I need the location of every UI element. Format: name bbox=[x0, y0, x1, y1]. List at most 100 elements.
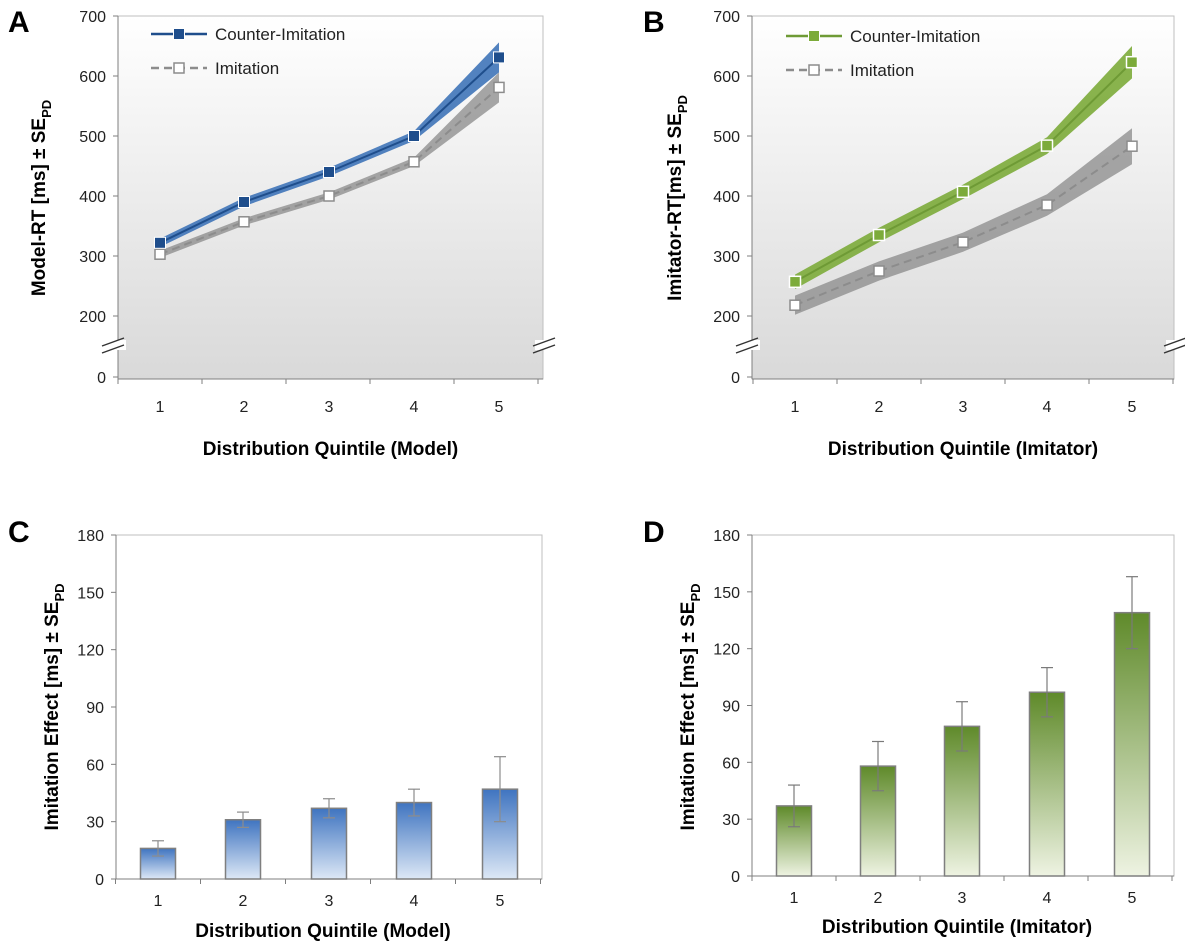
y-tick-label: 200 bbox=[713, 309, 740, 326]
data-point-counter-imitation bbox=[238, 196, 250, 208]
y-tick-label: 60 bbox=[86, 757, 104, 774]
axis-break-left bbox=[735, 344, 759, 354]
axis-break-left bbox=[101, 337, 125, 347]
panel-letter: D bbox=[643, 516, 665, 549]
axis-break-right bbox=[532, 337, 556, 347]
x-tick-label: 4 bbox=[1043, 890, 1052, 907]
series-band-counter-imitation bbox=[795, 46, 1132, 289]
data-point-imitation bbox=[408, 156, 420, 168]
x-tick-label: 1 bbox=[156, 399, 165, 416]
x-tick-label: 3 bbox=[959, 399, 968, 416]
legend-label: Imitation bbox=[215, 59, 279, 78]
y-axis-label: Model-RT [ms] ± SEPD bbox=[29, 100, 54, 296]
data-point-imitation bbox=[154, 248, 166, 260]
x-tick-label: 2 bbox=[874, 890, 883, 907]
y-tick-label: 0 bbox=[731, 370, 740, 387]
legend-marker bbox=[173, 62, 185, 74]
bar bbox=[310, 807, 348, 880]
data-point-counter-imitation bbox=[872, 228, 886, 242]
x-tick-label: 5 bbox=[495, 399, 504, 416]
y-tick-label: 0 bbox=[95, 872, 104, 889]
data-point-counter-imitation bbox=[154, 236, 166, 249]
bar bbox=[1028, 691, 1066, 877]
y-tick-label: 400 bbox=[79, 189, 106, 206]
data-point-counter-imitation bbox=[493, 51, 505, 64]
x-tick-label: 5 bbox=[1128, 890, 1137, 907]
y-tick-label: 60 bbox=[722, 755, 740, 772]
x-tick-label: 4 bbox=[410, 893, 419, 910]
x-tick-label: 5 bbox=[1128, 399, 1137, 416]
data-point-counter-imitation bbox=[1125, 55, 1139, 69]
y-tick-label: 150 bbox=[713, 585, 740, 602]
axis-break-gap-left bbox=[740, 340, 760, 350]
bar bbox=[224, 819, 262, 880]
y-tick-label: 600 bbox=[79, 69, 106, 86]
data-point-imitation bbox=[957, 236, 969, 248]
legend-label: Counter-Imitation bbox=[850, 27, 980, 46]
y-tick-label: 400 bbox=[713, 189, 740, 206]
data-point-counter-imitation bbox=[956, 185, 970, 199]
x-tick-label: 2 bbox=[875, 399, 884, 416]
x-axis-label: Distribution Quintile (Model) bbox=[195, 921, 450, 942]
panel-letter: C bbox=[8, 516, 30, 549]
axis-break-right bbox=[532, 344, 556, 354]
axis-break-right bbox=[1163, 344, 1185, 354]
legend-marker bbox=[173, 28, 185, 40]
x-tick-label: 4 bbox=[410, 399, 419, 416]
axis-break-gap-right bbox=[535, 340, 553, 350]
x-tick-label: 3 bbox=[325, 399, 334, 416]
x-axis-label: Distribution Quintile (Imitator) bbox=[828, 439, 1098, 460]
y-tick-label: 300 bbox=[713, 249, 740, 266]
data-point-counter-imitation bbox=[408, 130, 420, 142]
axis-break-left bbox=[101, 344, 125, 354]
data-point-counter-imitation bbox=[1040, 139, 1054, 152]
x-tick-label: 5 bbox=[496, 893, 505, 910]
y-tick-label: 0 bbox=[731, 869, 740, 886]
y-tick-label: 200 bbox=[79, 309, 106, 326]
x-tick-label: 2 bbox=[239, 893, 248, 910]
y-tick-label: 500 bbox=[79, 129, 106, 146]
x-tick-label: 3 bbox=[958, 890, 967, 907]
y-tick-label: 90 bbox=[722, 699, 740, 716]
y-axis-label: Imitation Effect [ms] ± SEPD bbox=[678, 583, 703, 830]
legend-marker bbox=[808, 30, 820, 42]
x-axis-label: Distribution Quintile (Imitator) bbox=[822, 917, 1092, 938]
y-tick-label: 180 bbox=[713, 528, 740, 545]
legend-label: Imitation bbox=[850, 61, 914, 80]
data-point-imitation bbox=[1126, 140, 1138, 152]
axis-break-right bbox=[1163, 337, 1185, 347]
x-tick-label: 1 bbox=[154, 893, 163, 910]
y-tick-label: 150 bbox=[77, 585, 104, 602]
y-tick-label: 700 bbox=[79, 9, 106, 26]
data-point-imitation bbox=[1041, 199, 1053, 211]
bar bbox=[1113, 611, 1151, 877]
data-point-imitation bbox=[323, 190, 335, 202]
x-axis-label: Distribution Quintile (Model) bbox=[203, 439, 458, 460]
y-tick-label: 120 bbox=[713, 642, 740, 659]
data-point-counter-imitation bbox=[323, 166, 335, 178]
legend-marker bbox=[808, 64, 820, 76]
data-point-imitation bbox=[873, 265, 885, 277]
y-tick-label: 700 bbox=[713, 9, 740, 26]
data-point-imitation bbox=[493, 81, 505, 94]
panel-letter: A bbox=[8, 6, 30, 39]
x-tick-label: 4 bbox=[1043, 399, 1052, 416]
x-tick-label: 1 bbox=[790, 890, 799, 907]
data-point-imitation bbox=[789, 299, 801, 311]
legend-label: Counter-Imitation bbox=[215, 25, 345, 44]
axis-break-left bbox=[735, 337, 759, 347]
data-point-imitation bbox=[238, 216, 250, 228]
axis-break-gap-right bbox=[1166, 340, 1184, 350]
x-tick-label: 1 bbox=[791, 399, 800, 416]
y-tick-label: 120 bbox=[77, 643, 104, 660]
y-tick-label: 600 bbox=[713, 69, 740, 86]
panel-letter: B bbox=[643, 6, 665, 39]
series-line-imitation bbox=[794, 145, 1133, 307]
y-axis-label: Imitation Effect [ms] ± SEPD bbox=[42, 583, 67, 830]
y-tick-label: 300 bbox=[79, 249, 106, 266]
x-tick-label: 3 bbox=[325, 893, 334, 910]
y-tick-label: 30 bbox=[86, 815, 104, 832]
axis-break-gap-left bbox=[106, 340, 126, 350]
y-tick-label: 90 bbox=[86, 700, 104, 717]
